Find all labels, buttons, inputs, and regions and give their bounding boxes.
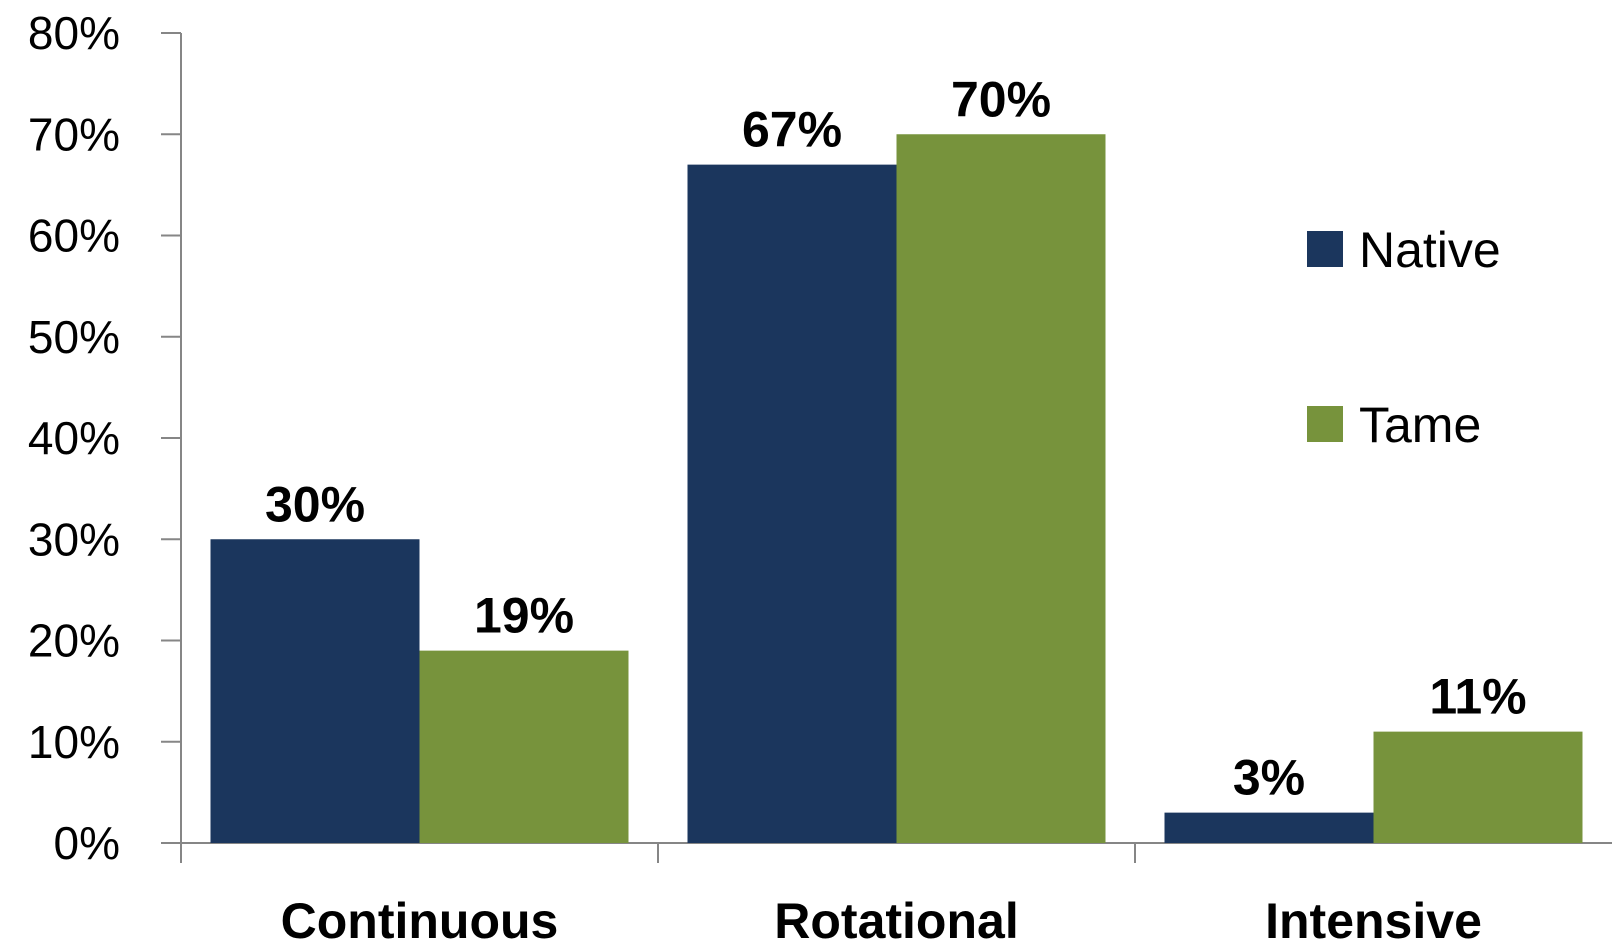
data-labels: 30% 19% 67% 70% 3% 11% — [265, 71, 1527, 805]
legend-label-native: Native — [1359, 222, 1501, 278]
y-tick-label: 70% — [28, 108, 120, 160]
data-label-tame-intensive: 11% — [1429, 669, 1526, 725]
bars — [210, 134, 1583, 843]
y-tick-label: 10% — [28, 716, 120, 768]
x-category-label: Rotational — [774, 893, 1018, 948]
y-tick-label: 30% — [28, 513, 120, 565]
x-category-label: Continuous — [281, 893, 559, 948]
data-label-native-rotational: 67% — [742, 102, 842, 158]
y-tick-label: 50% — [28, 311, 120, 363]
bar-tame-intensive — [1373, 731, 1583, 843]
legend-swatch-native — [1307, 231, 1343, 267]
legend-label-tame: Tame — [1359, 397, 1481, 453]
legend-swatch-tame — [1307, 406, 1343, 442]
y-axis-ticks: 0% 10% 20% 30% 40% 50% 60% 70% 80% — [28, 7, 181, 869]
data-label-native-continuous: 30% — [265, 476, 365, 532]
y-tick-label: 0% — [54, 817, 120, 869]
legend: Native Tame — [1307, 222, 1501, 453]
data-label-tame-rotational: 70% — [951, 71, 1051, 127]
y-tick-label: 60% — [28, 210, 120, 262]
bar-native-continuous — [210, 539, 420, 843]
data-label-native-intensive: 3% — [1233, 750, 1305, 806]
data-label-tame-continuous: 19% — [474, 588, 574, 644]
bar-native-intensive — [1164, 812, 1374, 843]
y-tick-label: 40% — [28, 412, 120, 464]
bar-native-rotational — [687, 164, 897, 843]
x-category-label: Intensive — [1265, 893, 1482, 948]
bar-tame-continuous — [419, 650, 629, 843]
category-labels: Continuous Rotational Intensive — [281, 893, 1482, 948]
y-tick-label: 80% — [28, 7, 120, 59]
bar-tame-rotational — [896, 134, 1106, 843]
y-tick-label: 20% — [28, 615, 120, 667]
